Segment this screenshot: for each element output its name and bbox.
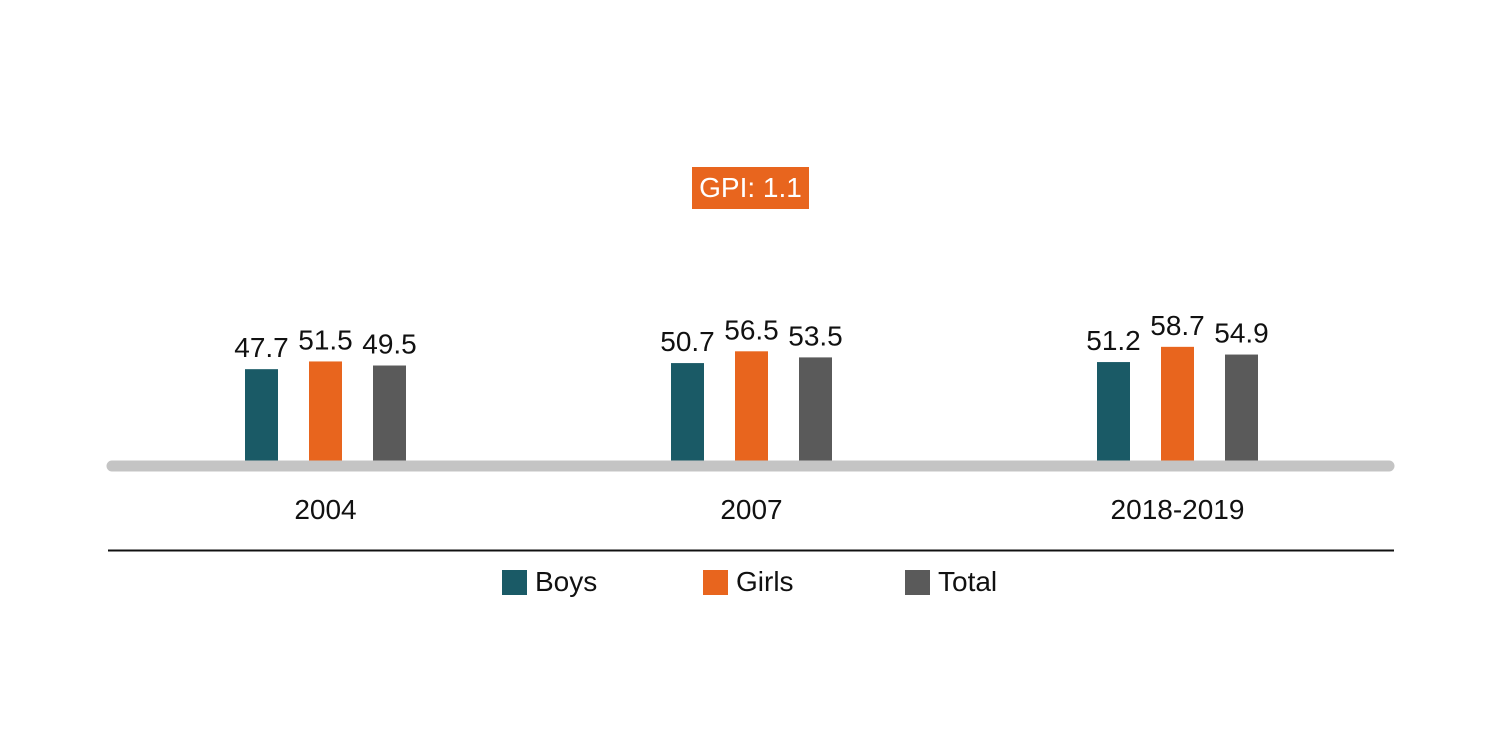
- category-label-2018-2019: 2018-2019: [1111, 494, 1245, 525]
- bar-total-2018-2019: [1225, 354, 1258, 466]
- data-label-girls-2018-2019: 58.7: [1150, 310, 1205, 341]
- legend-label-girls: Girls: [736, 566, 794, 597]
- data-label-girls-2007: 56.5: [724, 314, 779, 345]
- bar-total-2007: [799, 357, 832, 466]
- gpi-badge: GPI: 1.1: [692, 167, 809, 209]
- bars-layer: [245, 346, 1258, 466]
- legend-item-girls: Girls: [703, 562, 794, 602]
- category-label-2004: 2004: [294, 494, 356, 525]
- data-label-boys-2018-2019: 51.2: [1086, 325, 1141, 356]
- bar-girls-2018-2019: [1161, 346, 1194, 466]
- legend-swatch-boys: [502, 569, 527, 595]
- data-label-total-2007: 53.5: [788, 320, 843, 351]
- data-label-total-2018-2019: 54.9: [1214, 318, 1269, 349]
- data-label-boys-2007: 50.7: [660, 326, 715, 357]
- category-labels-layer: 2004 2007 2018-2019: [294, 494, 1244, 525]
- bar-boys-2018-2019: [1097, 362, 1130, 466]
- bar-total-2004: [373, 365, 406, 466]
- bar-boys-2007: [671, 363, 704, 466]
- legend-swatch-girls: [703, 569, 728, 595]
- legend-label-total: Total: [938, 566, 998, 597]
- legend-swatch-total: [905, 569, 930, 595]
- data-label-girls-2004: 51.5: [298, 324, 353, 355]
- legend: Boys Girls Total: [502, 562, 1022, 602]
- bar-girls-2004: [309, 361, 342, 466]
- bar-girls-2007: [735, 351, 768, 466]
- legend-item-total: Total: [905, 562, 997, 602]
- legend-item-boys: Boys: [502, 562, 597, 602]
- legend-label-boys: Boys: [535, 566, 598, 597]
- data-label-total-2004: 49.5: [362, 329, 417, 360]
- data-labels-layer: 47.7 51.5 49.5 50.7 56.5 53.5 51.2 58.7 54.9: [234, 310, 1269, 363]
- category-label-2007: 2007: [720, 494, 782, 525]
- bar-boys-2004: [245, 369, 278, 466]
- data-label-boys-2004: 47.7: [234, 332, 289, 363]
